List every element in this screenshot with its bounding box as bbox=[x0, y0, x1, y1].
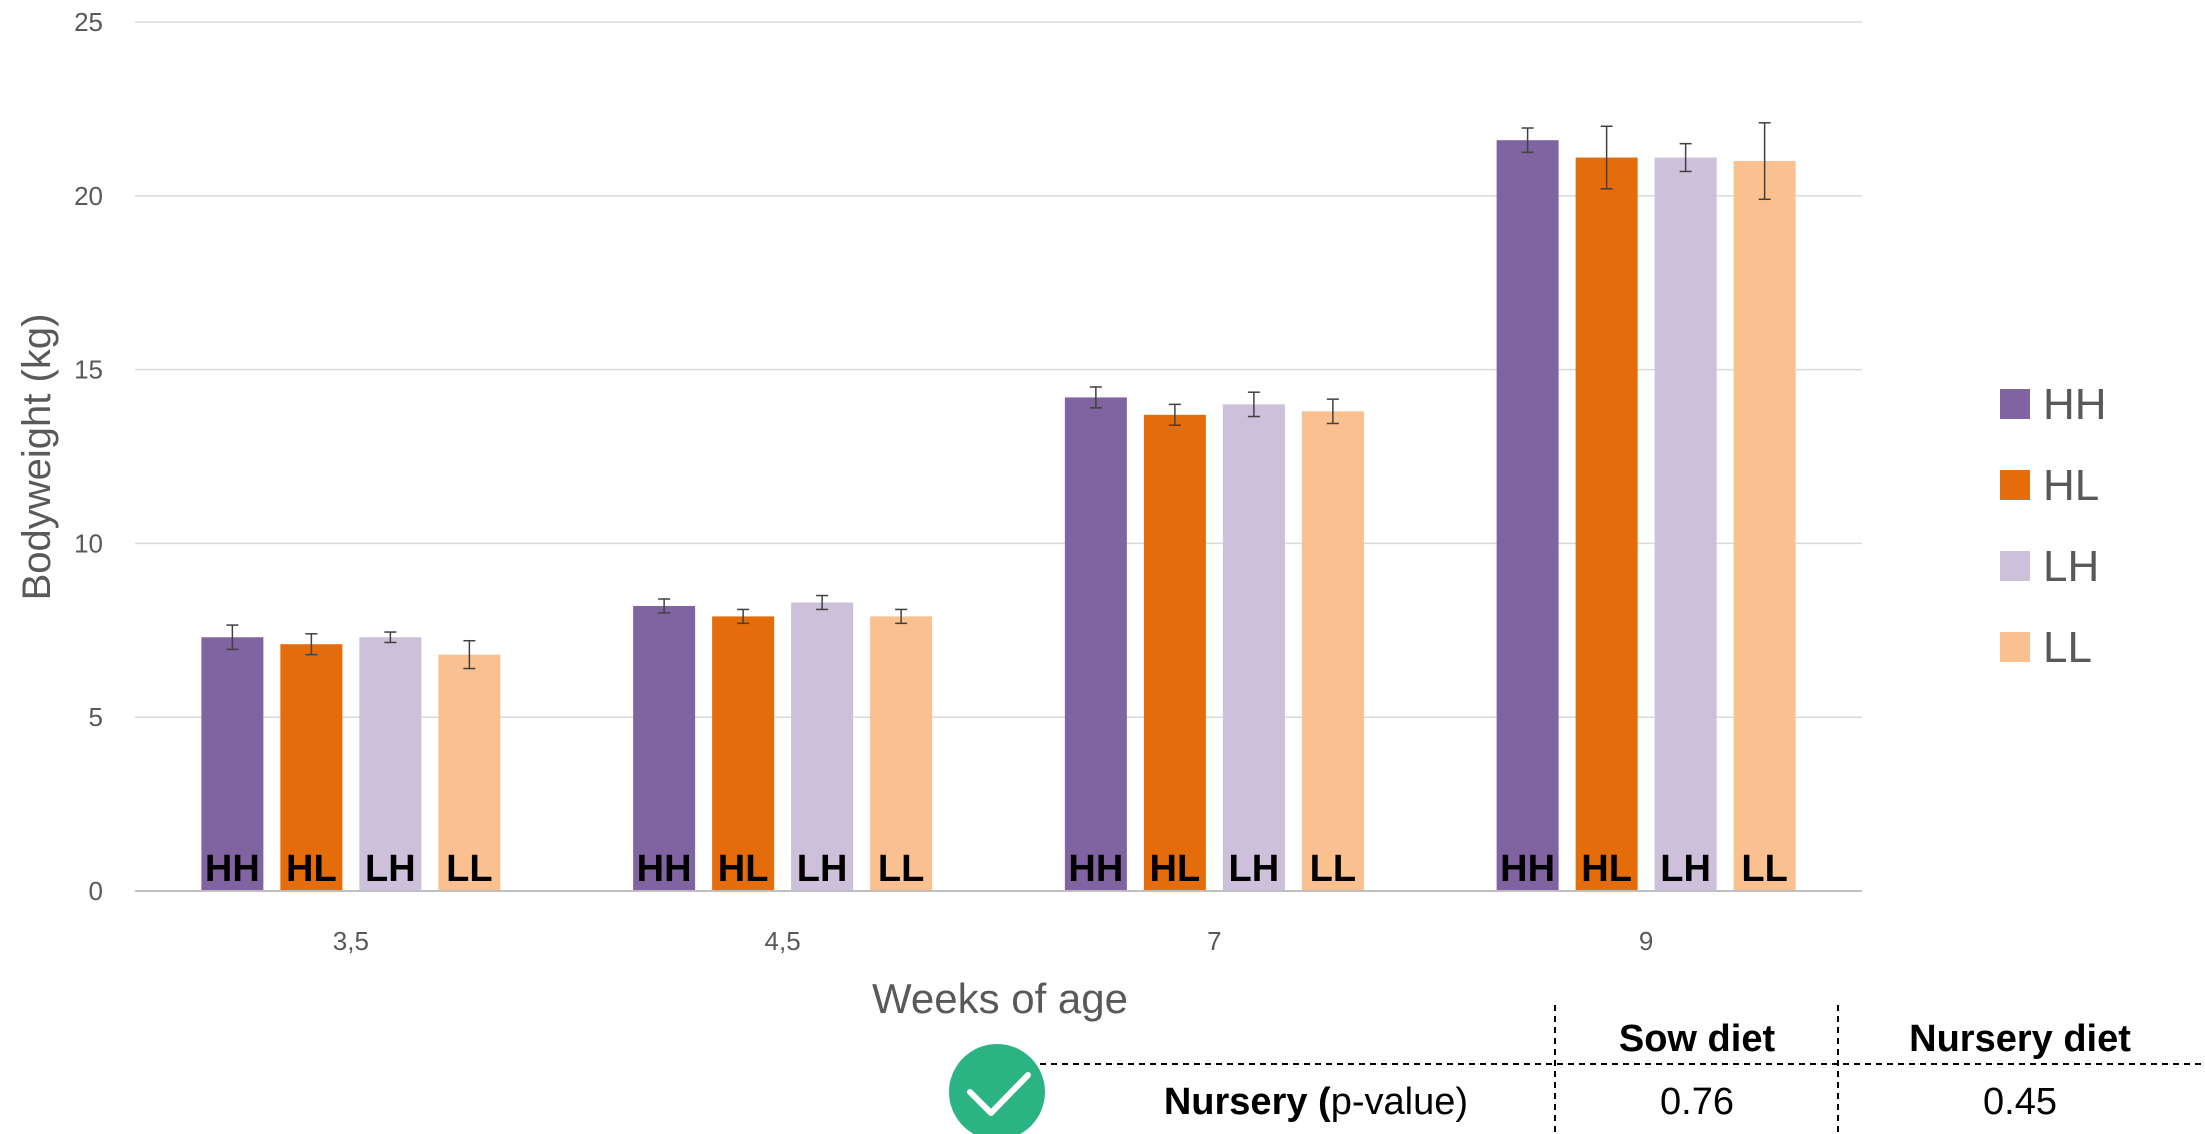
gridlines bbox=[135, 21, 1862, 718]
error-bar bbox=[895, 608, 908, 625]
x-tick-label: 7 bbox=[1207, 926, 1221, 956]
stats-table: Sow diet Nursery diet Nursery (p-value) … bbox=[949, 1005, 2205, 1134]
bar-label-ll: LL bbox=[1310, 848, 1356, 890]
legend-swatch bbox=[2000, 632, 2030, 662]
bar-lh bbox=[791, 602, 854, 891]
bar-hl bbox=[1575, 157, 1638, 892]
y-tick-label: 15 bbox=[74, 355, 103, 385]
table-row-label-bold: Nursery ( bbox=[1164, 1081, 1331, 1123]
error-bar bbox=[737, 608, 750, 625]
y-tick-label: 5 bbox=[89, 702, 103, 732]
bar-label-ll: LL bbox=[446, 848, 492, 890]
legend-label: LL bbox=[2043, 623, 2092, 672]
legend-item-ll: LL bbox=[2000, 623, 2092, 672]
bar-hh bbox=[1064, 397, 1127, 891]
error-bar bbox=[384, 631, 397, 644]
x-tick-label: 9 bbox=[1639, 926, 1653, 956]
legend-item-hl: HL bbox=[2000, 461, 2099, 510]
error-bar bbox=[305, 633, 318, 656]
error-bar bbox=[658, 598, 671, 614]
error-bar bbox=[1600, 125, 1613, 190]
x-axis-title: Weeks of age bbox=[872, 975, 1128, 1022]
bar-label-hl: HL bbox=[1581, 848, 1632, 890]
table-row-label-rest: p-value) bbox=[1331, 1081, 1468, 1123]
legend-swatch bbox=[2000, 551, 2030, 581]
bar-label-ll: LL bbox=[1741, 848, 1787, 890]
bar-hh bbox=[633, 605, 696, 891]
bar-lh bbox=[1222, 404, 1285, 891]
bar-label-hh: HH bbox=[205, 848, 260, 890]
legend-label: HL bbox=[2043, 461, 2099, 510]
bars bbox=[201, 140, 1796, 892]
bar-ll bbox=[438, 654, 501, 891]
bar-lh bbox=[359, 637, 422, 891]
bar-label-hh: HH bbox=[1500, 848, 1555, 890]
error-bar bbox=[816, 594, 829, 611]
legend-label: HH bbox=[2043, 380, 2107, 429]
bar-hl bbox=[280, 644, 343, 891]
bar-labels: HH HL LH LL HH HL LH LL HH HL LH LL HH HL LH LL bbox=[205, 848, 1788, 890]
legend-swatch bbox=[2000, 470, 2030, 500]
error-bar bbox=[1168, 403, 1181, 426]
legend-swatch bbox=[2000, 389, 2030, 419]
y-axis-ticks: 0 5 10 15 20 25 bbox=[74, 7, 103, 906]
checkmark-icon bbox=[949, 1044, 1045, 1134]
legend-item-hh: HH bbox=[2000, 380, 2107, 429]
bar-hh bbox=[201, 637, 264, 891]
legend-item-lh: LH bbox=[2000, 542, 2099, 591]
error-bar bbox=[1758, 122, 1771, 201]
y-tick-label: 10 bbox=[74, 528, 103, 558]
bar-label-lh: LH bbox=[365, 848, 416, 890]
bar-label-hl: HL bbox=[286, 848, 337, 890]
table-header-sow-diet: Sow diet bbox=[1619, 1018, 1776, 1060]
table-value-nursery-diet: 0.45 bbox=[1983, 1081, 2057, 1123]
error-bar bbox=[463, 639, 476, 670]
error-bar bbox=[1247, 391, 1260, 418]
error-bar bbox=[1089, 386, 1102, 409]
error-bar bbox=[1521, 127, 1534, 154]
bar-ll bbox=[870, 616, 933, 891]
error-bar bbox=[1679, 142, 1692, 173]
bar-ll bbox=[1301, 411, 1364, 891]
bar-hl bbox=[712, 616, 775, 891]
error-bar bbox=[1326, 398, 1339, 425]
error-bars bbox=[226, 122, 1771, 670]
table-row-label: Nursery (p-value) bbox=[1164, 1081, 1468, 1123]
bar-hl bbox=[1143, 414, 1206, 891]
bar-lh bbox=[1654, 157, 1717, 892]
bar-label-ll: LL bbox=[878, 848, 924, 890]
legend-label: LH bbox=[2043, 542, 2099, 591]
x-axis-ticks: 3,5 4,5 7 9 bbox=[333, 926, 1654, 956]
y-tick-label: 25 bbox=[74, 7, 103, 37]
bar-ll bbox=[1733, 161, 1796, 892]
x-tick-label: 3,5 bbox=[333, 926, 369, 956]
table-header-nursery-diet: Nursery diet bbox=[1909, 1018, 2131, 1060]
bar-label-hh: HH bbox=[1068, 848, 1123, 890]
bar-label-lh: LH bbox=[797, 848, 848, 890]
bar-label-hl: HL bbox=[1150, 848, 1201, 890]
legend: HH HL LH LL bbox=[2000, 380, 2107, 672]
x-tick-label: 4,5 bbox=[765, 926, 801, 956]
bar-hh bbox=[1496, 140, 1559, 891]
y-tick-label: 20 bbox=[74, 181, 103, 211]
error-bar bbox=[226, 624, 239, 651]
bar-label-hl: HL bbox=[718, 848, 769, 890]
bar-label-lh: LH bbox=[1229, 848, 1280, 890]
bar-label-hh: HH bbox=[637, 848, 692, 890]
table-value-sow-diet: 0.76 bbox=[1660, 1081, 1734, 1123]
y-tick-label: 0 bbox=[89, 876, 103, 906]
bar-label-lh: LH bbox=[1660, 848, 1711, 890]
y-axis-title: Bodyweight (kg) bbox=[15, 314, 59, 601]
